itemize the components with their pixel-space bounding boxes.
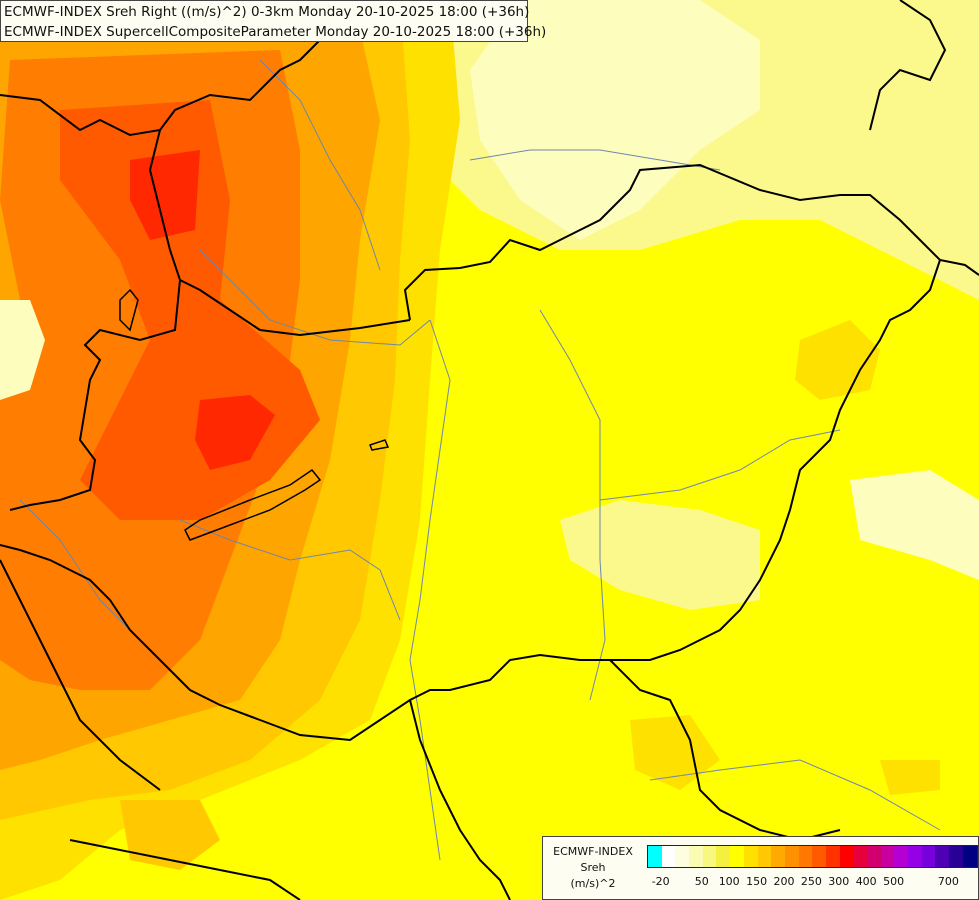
legend-tick-label: 50 xyxy=(694,875,709,888)
legend-swatch xyxy=(962,846,977,867)
legend-swatch xyxy=(908,846,922,867)
legend-tick-labels: -20 50 100 150 200 250 300 400 500 700 xyxy=(647,875,977,889)
legend-title-line-2: Sreh xyxy=(580,861,606,874)
legend-tick-label: 100 xyxy=(718,875,740,888)
legend-tick-label: 700 xyxy=(937,875,959,888)
legend-swatch xyxy=(675,846,690,867)
legend-swatch xyxy=(702,846,717,867)
legend-title-line-3: (m/s)^2 xyxy=(570,877,616,890)
field-gold-southeast xyxy=(630,715,720,790)
legend-swatch xyxy=(825,846,840,867)
legend-tick-label: 250 xyxy=(800,875,822,888)
legend-swatch xyxy=(894,846,909,867)
legend-swatch xyxy=(853,846,867,867)
legend-color-bar xyxy=(647,845,978,868)
legend-swatch xyxy=(730,846,744,867)
legend-swatch xyxy=(689,846,703,867)
legend-tick-label: 500 xyxy=(883,875,905,888)
field-light-east xyxy=(850,470,979,580)
field-red-north xyxy=(130,150,200,240)
legend-swatch xyxy=(935,846,950,867)
legend-swatch xyxy=(757,846,772,867)
legend-swatch xyxy=(798,846,813,867)
legend-tick-label: 150 xyxy=(746,875,768,888)
field-red-center xyxy=(195,395,275,470)
legend-swatch xyxy=(839,846,854,867)
legend-swatch xyxy=(716,846,731,867)
legend-swatch xyxy=(743,846,758,867)
legend-swatch xyxy=(921,846,936,867)
legend-swatch xyxy=(949,846,963,867)
field-gold-southeast-2 xyxy=(880,760,940,795)
color-legend: ECMWF-INDEX Sreh (m/s)^2 -20 50 100 150 200 2… xyxy=(542,836,979,900)
legend-swatch xyxy=(784,846,799,867)
field-gold-east xyxy=(795,320,880,400)
legend-swatch xyxy=(867,846,881,867)
field-amber-southwest xyxy=(120,800,220,870)
legend-swatch xyxy=(880,846,895,867)
field-light-westedge xyxy=(0,300,45,400)
legend-swatch xyxy=(648,846,662,867)
legend-swatch xyxy=(771,846,785,867)
map-title-box: ECMWF-INDEX Sreh Right ((m/s)^2) 0-3km M… xyxy=(0,0,547,42)
legend-swatch xyxy=(661,846,676,867)
legend-tick-label: 200 xyxy=(773,875,795,888)
legend-tick-label: 300 xyxy=(828,875,850,888)
field-light-northeast xyxy=(470,0,760,240)
map-title-line-1: ECMWF-INDEX Sreh Right ((m/s)^2) 0-3km M… xyxy=(4,4,530,20)
field-light-center xyxy=(560,500,760,610)
legend-tick-label: 400 xyxy=(855,875,877,888)
map-title-line-2: ECMWF-INDEX SupercellCompositeParameter … xyxy=(4,24,547,40)
legend-swatch xyxy=(812,846,826,867)
legend-title-line-1: ECMWF-INDEX xyxy=(553,845,633,858)
legend-tick-label: -20 xyxy=(651,875,670,888)
lake-outlines xyxy=(119,288,390,541)
